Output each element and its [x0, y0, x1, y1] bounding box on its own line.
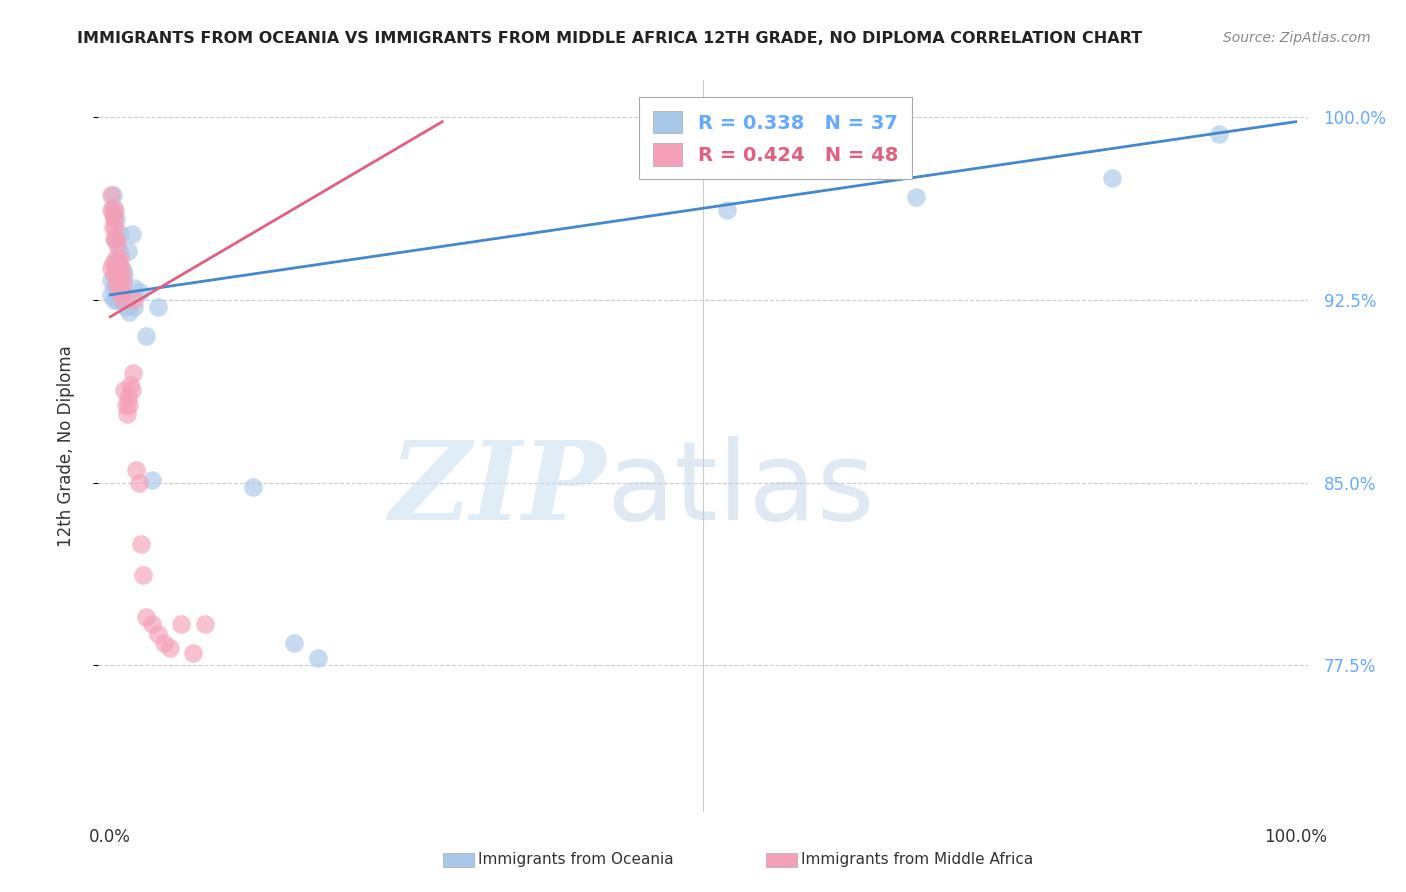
Point — [105, 293, 128, 307]
Point — [104, 232, 127, 246]
Point — [117, 244, 139, 258]
Legend: R = 0.338   N = 37, R = 0.424   N = 48: R = 0.338 N = 37, R = 0.424 N = 48 — [640, 97, 911, 179]
Point — [111, 285, 134, 300]
Point — [242, 480, 264, 494]
Point — [121, 366, 143, 380]
Point — [141, 617, 163, 632]
Point — [110, 280, 132, 294]
Point — [100, 187, 122, 202]
Point — [114, 300, 136, 314]
Point — [128, 475, 150, 490]
Point — [104, 202, 127, 217]
Point — [121, 383, 143, 397]
Point — [111, 285, 134, 300]
Text: Source: ZipAtlas.com: Source: ZipAtlas.com — [1223, 31, 1371, 45]
Point — [103, 232, 125, 246]
Point — [152, 636, 174, 650]
Point — [129, 536, 152, 550]
Point — [107, 285, 129, 300]
Text: atlas: atlas — [606, 436, 875, 543]
Point — [108, 227, 131, 241]
Text: Immigrants from Middle Africa: Immigrants from Middle Africa — [801, 853, 1033, 867]
Point — [105, 276, 128, 290]
Point — [101, 219, 124, 234]
Point — [112, 276, 135, 290]
Point — [105, 260, 128, 275]
Point — [111, 268, 134, 283]
Point — [194, 617, 217, 632]
Point — [101, 256, 124, 270]
Point — [114, 268, 136, 283]
Point — [104, 260, 127, 275]
Point — [103, 212, 125, 227]
Point — [115, 407, 138, 421]
Point — [122, 293, 145, 307]
Point — [103, 293, 125, 307]
Point — [105, 252, 128, 266]
Point — [100, 288, 122, 302]
Point — [307, 651, 329, 665]
Point — [112, 263, 135, 277]
Point — [110, 260, 132, 275]
Point — [100, 260, 122, 275]
Point — [1101, 170, 1123, 185]
Point — [100, 202, 122, 217]
Point — [103, 268, 125, 283]
Point — [105, 212, 128, 227]
Text: ZIP: ZIP — [389, 436, 606, 543]
Point — [114, 398, 136, 412]
Point — [135, 609, 157, 624]
Text: IMMIGRANTS FROM OCEANIA VS IMMIGRANTS FROM MIDDLE AFRICA 12TH GRADE, NO DIPLOMA : IMMIGRANTS FROM OCEANIA VS IMMIGRANTS FR… — [77, 31, 1143, 46]
Point — [105, 236, 128, 251]
Point — [181, 646, 204, 660]
Point — [118, 398, 141, 412]
Point — [132, 568, 155, 582]
Point — [101, 187, 124, 202]
Point — [170, 617, 193, 632]
Point — [117, 390, 139, 404]
Point — [114, 383, 136, 397]
Point — [108, 252, 131, 266]
Point — [112, 293, 135, 307]
Point — [105, 232, 128, 246]
Point — [1208, 127, 1230, 141]
Point — [101, 200, 124, 214]
Point — [120, 378, 142, 392]
Point — [108, 280, 131, 294]
Point — [141, 473, 163, 487]
Point — [103, 207, 125, 221]
Point — [716, 202, 738, 217]
Point — [110, 285, 132, 300]
Point — [121, 227, 143, 241]
Point — [118, 305, 141, 319]
Point — [104, 219, 127, 234]
Point — [103, 280, 125, 294]
Text: Immigrants from Oceania: Immigrants from Oceania — [478, 853, 673, 867]
Point — [122, 300, 145, 314]
Point — [122, 280, 145, 294]
Point — [105, 268, 128, 283]
Point — [100, 273, 122, 287]
Point — [107, 256, 129, 270]
Point — [129, 285, 152, 300]
Point — [159, 641, 181, 656]
Point — [101, 207, 124, 221]
Point — [146, 300, 169, 314]
Point — [110, 293, 132, 307]
Y-axis label: 12th Grade, No Diploma: 12th Grade, No Diploma — [56, 345, 75, 547]
Point — [146, 626, 169, 640]
Point — [905, 190, 928, 204]
Point — [104, 256, 127, 270]
Point — [283, 636, 305, 650]
Point — [125, 463, 148, 477]
Point — [107, 244, 129, 258]
Point — [105, 268, 128, 283]
Point — [135, 329, 157, 343]
